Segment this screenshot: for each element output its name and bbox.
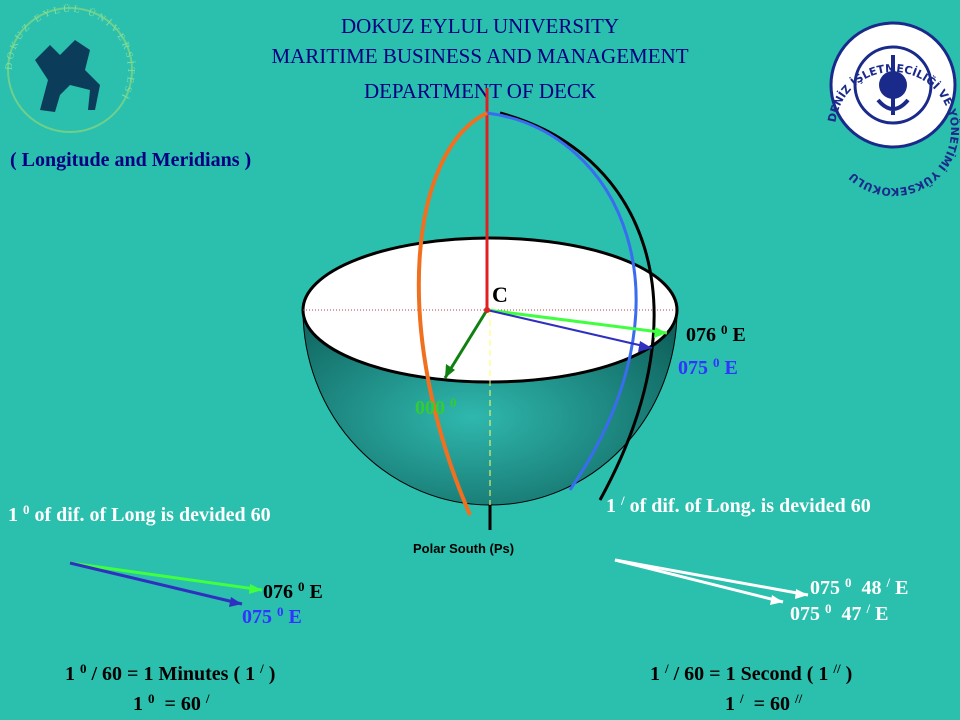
superscript: 0 bbox=[148, 691, 155, 706]
caption: 1 0 of dif. of Long is devided 60 bbox=[8, 502, 271, 527]
text-part: / 60 = 1 Minutes ( 1 bbox=[87, 663, 261, 685]
text-part: = 60 bbox=[744, 693, 795, 715]
text-part: 1 bbox=[650, 663, 665, 685]
superscript: 0 bbox=[80, 661, 87, 676]
formula: 1 0 / 60 = 1 Minutes ( 1 / ) bbox=[65, 661, 275, 686]
meridian-label: 075 0 E bbox=[678, 355, 738, 380]
text-part: 1 bbox=[8, 504, 23, 526]
superscript: // bbox=[832, 661, 841, 676]
arrow bbox=[69, 561, 243, 606]
text-part: 000 bbox=[415, 397, 450, 419]
text-part: = 60 bbox=[155, 693, 206, 715]
text-part: 075 bbox=[790, 603, 825, 625]
text-part: of dif. of Long is devided 60 bbox=[30, 504, 271, 526]
center-label: C bbox=[492, 282, 508, 307]
superscript: 0 bbox=[23, 502, 30, 517]
superscript: 0 bbox=[277, 604, 284, 619]
formula: 1 / = 60 // bbox=[725, 691, 803, 716]
panel-label: 075 0 47 / E bbox=[790, 601, 888, 626]
superscript: / bbox=[866, 601, 871, 616]
text-part: 075 bbox=[242, 606, 277, 628]
caption: 1 / of dif. of Long. is devided 60 bbox=[606, 493, 871, 518]
superscript: / bbox=[620, 493, 625, 508]
panel-label: 075 0 E bbox=[242, 604, 302, 629]
meridian-label: 000 0 bbox=[415, 395, 457, 420]
superscript: 0 bbox=[713, 355, 720, 370]
superscript: / bbox=[259, 661, 264, 676]
arrowhead bbox=[770, 595, 783, 605]
header-line: MARITIME BUSINESS AND MANAGEMENT bbox=[271, 44, 688, 68]
pole-label: Polar South (Ps) bbox=[413, 541, 514, 556]
superscript: / bbox=[664, 661, 669, 676]
text-part: E bbox=[284, 606, 302, 628]
text-part: E bbox=[305, 581, 323, 603]
text-part: of dif. of Long. is devided 60 bbox=[625, 495, 871, 517]
text-part: 075 bbox=[810, 577, 845, 599]
arrowhead bbox=[795, 589, 808, 599]
arrowhead bbox=[229, 597, 242, 607]
formula: 1 / / 60 = 1 Second ( 1 // ) bbox=[650, 661, 852, 686]
arrowhead bbox=[249, 584, 262, 594]
panel-label: 076 0 E bbox=[263, 579, 323, 604]
superscript: // bbox=[794, 691, 803, 706]
text-part: 075 bbox=[678, 357, 713, 379]
text-part: 076 bbox=[263, 581, 298, 603]
text-part: E bbox=[870, 603, 888, 625]
superscript: 0 bbox=[721, 322, 728, 337]
text-part: 1 bbox=[133, 693, 148, 715]
superscript: 0 bbox=[450, 395, 457, 410]
arrow bbox=[69, 561, 263, 592]
arrow bbox=[614, 558, 809, 597]
subtitle: ( Longitude and Meridians ) bbox=[10, 149, 251, 171]
text-part: ) bbox=[841, 663, 853, 685]
text-part: E bbox=[728, 324, 746, 346]
text-part: 1 bbox=[65, 663, 80, 685]
text-part: E bbox=[890, 577, 908, 599]
superscript: / bbox=[886, 575, 891, 590]
text-part: 1 bbox=[606, 495, 621, 517]
hemisphere bbox=[301, 88, 679, 530]
panel-label: 075 0 48 / E bbox=[810, 575, 908, 600]
text-part: 1 bbox=[725, 693, 740, 715]
arrow bbox=[614, 558, 784, 604]
header-line: DEPARTMENT OF DECK bbox=[364, 79, 596, 103]
text-part: ) bbox=[264, 663, 276, 685]
text-part: 47 bbox=[832, 603, 867, 625]
superscript: / bbox=[739, 691, 744, 706]
superscript: 0 bbox=[845, 575, 852, 590]
formula: 1 0 = 60 / bbox=[133, 691, 210, 716]
text-part: 076 bbox=[686, 324, 721, 346]
meridian-label: 076 0 E bbox=[686, 322, 746, 347]
superscript: / bbox=[205, 691, 210, 706]
text-part: / 60 = 1 Second ( 1 bbox=[669, 663, 834, 685]
text-part: E bbox=[720, 357, 738, 379]
superscript: 0 bbox=[298, 579, 305, 594]
header-line: DOKUZ EYLUL UNIVERSITY bbox=[341, 14, 619, 38]
text-part: 48 bbox=[852, 577, 887, 599]
superscript: 0 bbox=[825, 601, 832, 616]
